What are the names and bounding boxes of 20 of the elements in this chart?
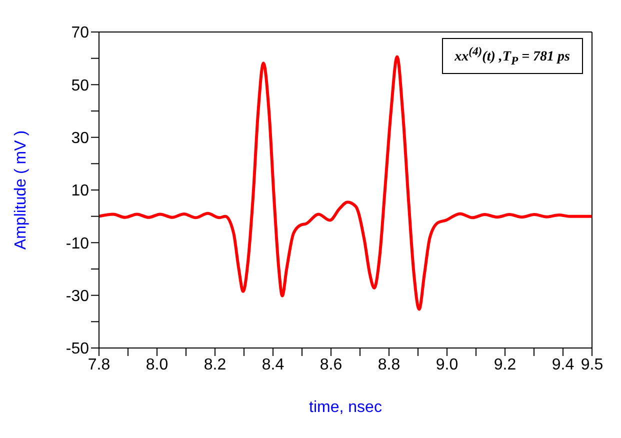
y-tick-label: -10 <box>66 235 90 252</box>
x-tick-label: 9.4 <box>552 356 574 374</box>
x-tick-label: 8.6 <box>320 356 342 374</box>
y-tick-label: 50 <box>71 77 90 94</box>
y-tick-label: 10 <box>71 182 90 200</box>
x-axis-title: time, nsec <box>309 399 382 416</box>
x-tick-label: 8.4 <box>262 356 284 374</box>
x-tick-label: 9.2 <box>494 356 516 374</box>
y-tick-label: 70 <box>71 24 90 42</box>
annotation: xx$^{(4)}$(t) ,T$_{P}$ = 781 ps <box>442 38 583 74</box>
y-tick-label: -30 <box>66 288 90 306</box>
text: 8.0 <box>146 356 168 374</box>
x-tick-label: 8.2 <box>204 356 226 374</box>
x-tick-label: 7.8 <box>88 356 110 374</box>
y-tick-label: -50 <box>66 340 90 358</box>
y-tick-label: 30 <box>71 130 90 148</box>
y-axis-title: Amplitude ( mV ) <box>12 130 30 250</box>
x-tick-label: 8.8 <box>378 356 400 374</box>
x-tick-label: 9.5 <box>580 356 604 374</box>
text: 9.0 <box>436 356 458 374</box>
